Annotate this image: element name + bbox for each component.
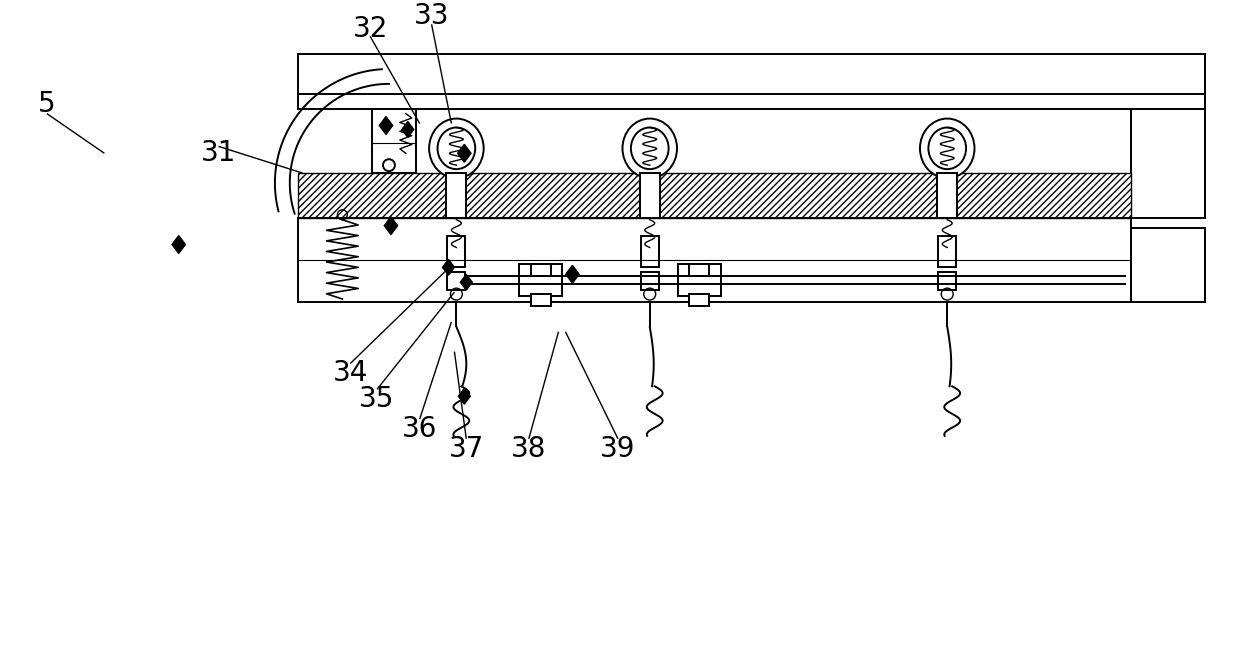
Polygon shape [172,235,186,254]
Polygon shape [384,217,398,235]
Bar [298,54,1205,109]
Ellipse shape [622,119,677,178]
Text: 39: 39 [600,435,636,463]
Text: 33: 33 [414,3,449,30]
Bar [689,294,709,306]
Text: 5: 5 [38,90,56,118]
Polygon shape [458,144,471,162]
Polygon shape [460,274,472,290]
Polygon shape [459,388,470,404]
Bar [531,294,551,306]
Bar [939,272,956,290]
Bar [1131,227,1205,302]
Bar [448,235,465,268]
Bar [298,217,1131,302]
Polygon shape [379,117,393,134]
Polygon shape [402,121,414,138]
Bar [640,173,660,217]
Ellipse shape [631,127,668,169]
Bar [372,109,415,173]
Bar [937,173,957,217]
Ellipse shape [429,119,484,178]
Bar [518,264,563,296]
Ellipse shape [438,127,475,169]
Bar [939,235,956,268]
Bar [641,272,658,290]
Bar [446,173,466,217]
Bar [298,173,1131,217]
Text: 31: 31 [201,139,236,167]
Text: 34: 34 [332,359,368,387]
Polygon shape [565,266,579,283]
Bar [689,264,709,276]
Bar [531,264,551,276]
Bar [448,272,465,290]
Text: 32: 32 [352,15,388,43]
Text: 35: 35 [360,386,394,413]
Bar [1131,109,1205,217]
Text: 38: 38 [511,435,547,463]
Polygon shape [443,260,454,275]
Ellipse shape [920,119,975,178]
Text: 37: 37 [449,435,484,463]
Text: 36: 36 [402,415,438,443]
Ellipse shape [929,127,966,169]
Bar [677,264,722,296]
Bar [641,235,658,268]
